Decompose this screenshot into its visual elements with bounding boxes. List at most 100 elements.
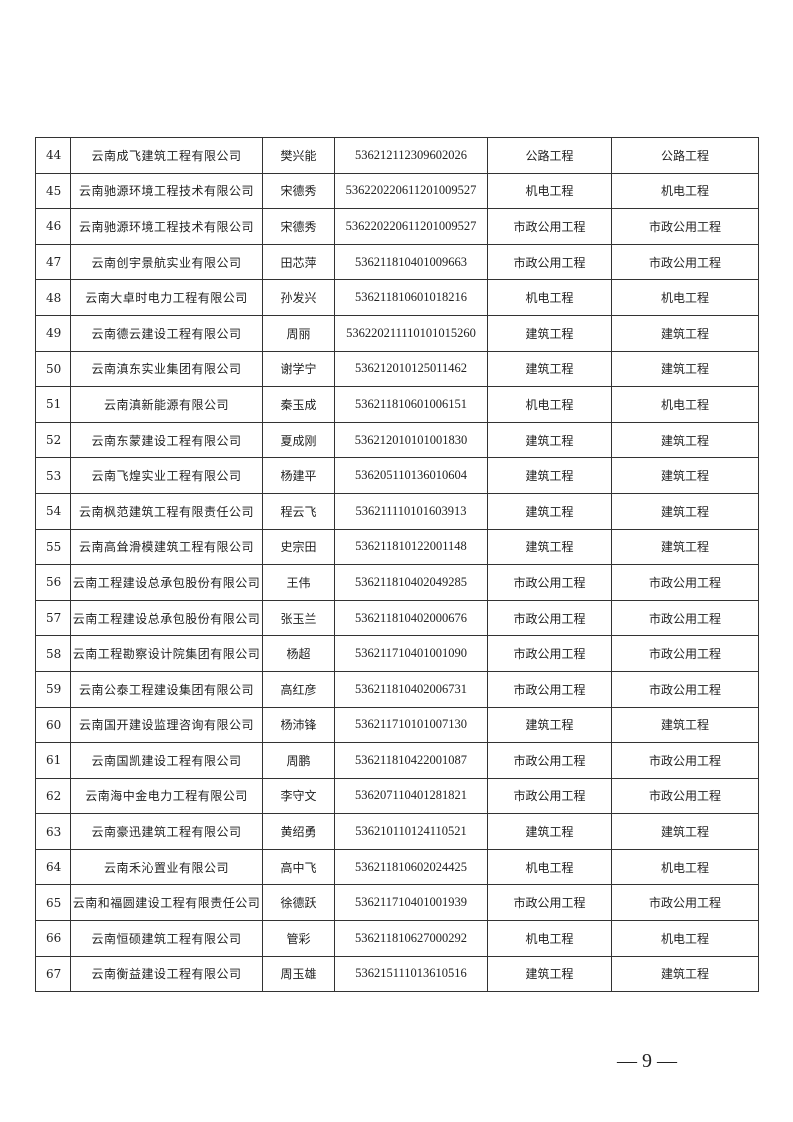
person-name-cell: 樊兴能	[262, 137, 335, 174]
category-cell: 建筑工程	[487, 350, 612, 388]
category-confirmed-cell: 市政公用工程	[611, 208, 759, 245]
category-confirmed-cell: 公路工程	[611, 137, 759, 174]
company-name-cell: 云南豪迅建筑工程有限公司	[70, 813, 263, 850]
person-name-cell: 田芯萍	[262, 243, 335, 281]
category-confirmed-cell: 市政公用工程	[611, 635, 759, 672]
category-cell: 市政公用工程	[487, 243, 612, 281]
table-row: 66 云南恒硕建筑工程有限公司 管彩 536211810627000292 机电工程 机电…	[35, 920, 759, 957]
registration-id-cell: 536220211110101015260	[334, 314, 488, 352]
row-number-cell: 54	[35, 492, 71, 530]
category-cell: 建筑工程	[487, 528, 612, 566]
category-cell: 机电工程	[487, 386, 612, 423]
category-cell: 公路工程	[487, 137, 612, 174]
person-name-cell: 史宗田	[262, 528, 335, 566]
person-name-cell: 杨超	[262, 635, 335, 672]
registration-id-cell: 536205110136010604	[334, 457, 488, 494]
person-name-cell: 杨建平	[262, 457, 335, 494]
category-confirmed-cell: 建筑工程	[611, 457, 759, 494]
category-confirmed-cell: 机电工程	[611, 172, 759, 210]
row-number-cell: 52	[35, 421, 71, 459]
row-number-cell: 56	[35, 564, 71, 601]
person-name-cell: 孙发兴	[262, 279, 335, 316]
registration-id-cell: 536212010125011462	[334, 350, 488, 388]
category-confirmed-cell: 市政公用工程	[611, 742, 759, 779]
person-name-cell: 管彩	[262, 920, 335, 957]
category-cell: 市政公用工程	[487, 599, 612, 637]
table-row: 59 云南公泰工程建设集团有限公司 高红彦 536211810402006731 市政公…	[35, 670, 759, 708]
row-number-cell: 67	[35, 955, 71, 993]
registration-id-cell: 536220220611201009527	[334, 172, 488, 210]
table-row: 65 云南和福圆建设工程有限责任公司 徐德跃 536211710401001939 市政…	[35, 884, 759, 922]
company-name-cell: 云南大卓时电力工程有限公司	[70, 279, 263, 316]
registration-id-cell: 536211810602024425	[334, 848, 488, 886]
category-confirmed-cell: 市政公用工程	[611, 599, 759, 637]
company-name-cell: 云南滇东实业集团有限公司	[70, 350, 263, 388]
company-name-cell: 云南和福圆建设工程有限责任公司	[70, 884, 263, 922]
registration-id-cell: 536211810627000292	[334, 920, 488, 957]
table-row: 53 云南飞煌实业工程有限公司 杨建平 536205110136010604 建筑工程建…	[35, 457, 759, 494]
table-row: 44 云南成飞建筑工程有限公司 樊兴能 536212112309602026 公路工程公…	[35, 137, 759, 174]
registration-id-cell: 536211810402000676	[334, 599, 488, 637]
row-number-cell: 63	[35, 813, 71, 850]
table-row: 62 云南海中金电力工程有限公司 李守文 536207110401281821 市政公用…	[35, 777, 759, 815]
category-confirmed-cell: 市政公用工程	[611, 777, 759, 815]
row-number-cell: 60	[35, 706, 71, 744]
table-row: 48 云南大卓时电力工程有限公司 孙发兴 536211810601018216 机电工程…	[35, 279, 759, 316]
registration-id-cell: 536211810601006151	[334, 386, 488, 423]
company-name-cell: 云南驰源环境工程技术有限公司	[70, 172, 263, 210]
company-name-cell: 云南工程建设总承包股份有限公司	[70, 599, 263, 637]
person-name-cell: 宋德秀	[262, 208, 335, 245]
table-row: 58 云南工程勘察设计院集团有限公司 杨超 536211710401001090 市政公…	[35, 635, 759, 672]
person-name-cell: 黄绍勇	[262, 813, 335, 850]
row-number-cell: 45	[35, 172, 71, 210]
registration-id-cell: 536211710401001939	[334, 884, 488, 922]
category-cell: 机电工程	[487, 848, 612, 886]
registration-id-cell: 536220220611201009527	[334, 208, 488, 245]
registration-id-cell: 536211810122001148	[334, 528, 488, 566]
row-number-cell: 46	[35, 208, 71, 245]
category-confirmed-cell: 市政公用工程	[611, 884, 759, 922]
registration-id-cell: 536211110101603913	[334, 492, 488, 530]
category-cell: 市政公用工程	[487, 670, 612, 708]
registration-id-cell: 536211710401001090	[334, 635, 488, 672]
company-name-cell: 云南国凯建设工程有限公司	[70, 742, 263, 779]
table-row: 54 云南枫范建筑工程有限责任公司 程云飞 536211110101603913 建筑工…	[35, 492, 759, 530]
table-row: 57 云南工程建设总承包股份有限公司 张玉兰 536211810402000676 市政…	[35, 599, 759, 637]
registration-id-cell: 536211810402049285	[334, 564, 488, 601]
category-cell: 市政公用工程	[487, 742, 612, 779]
category-confirmed-cell: 建筑工程	[611, 528, 759, 566]
registration-id-cell: 536212010101001830	[334, 421, 488, 459]
person-name-cell: 宋德秀	[262, 172, 335, 210]
person-name-cell: 周丽	[262, 314, 335, 352]
table-row: 52 云南东蒙建设工程有限公司 夏成刚 536212010101001830 建筑工程建…	[35, 421, 759, 459]
person-name-cell: 高红彦	[262, 670, 335, 708]
company-name-cell: 云南国开建设监理咨询有限公司	[70, 706, 263, 744]
company-name-cell: 云南恒硕建筑工程有限公司	[70, 920, 263, 957]
company-name-cell: 云南成飞建筑工程有限公司	[70, 137, 263, 174]
row-number-cell: 58	[35, 635, 71, 672]
registration-id-cell: 536207110401281821	[334, 777, 488, 815]
table-row: 55 云南高耸滑模建筑工程有限公司 史宗田 536211810122001148 建筑工…	[35, 528, 759, 566]
category-cell: 市政公用工程	[487, 884, 612, 922]
person-name-cell: 杨沛锋	[262, 706, 335, 744]
category-cell: 市政公用工程	[487, 208, 612, 245]
category-cell: 市政公用工程	[487, 635, 612, 672]
category-cell: 市政公用工程	[487, 564, 612, 601]
category-cell: 机电工程	[487, 279, 612, 316]
company-name-cell: 云南东蒙建设工程有限公司	[70, 421, 263, 459]
page-number: — 9 —	[617, 1050, 677, 1072]
registration-id-cell: 536211710101007130	[334, 706, 488, 744]
category-cell: 机电工程	[487, 920, 612, 957]
category-confirmed-cell: 建筑工程	[611, 350, 759, 388]
row-number-cell: 47	[35, 243, 71, 281]
registration-id-cell: 536210110124110521	[334, 813, 488, 850]
category-cell: 市政公用工程	[487, 777, 612, 815]
row-number-cell: 55	[35, 528, 71, 566]
person-name-cell: 谢学宁	[262, 350, 335, 388]
table-row: 45 云南驰源环境工程技术有限公司 宋德秀 536220220611201009527…	[35, 172, 759, 210]
registration-id-cell: 536211810422001087	[334, 742, 488, 779]
company-name-cell: 云南工程勘察设计院集团有限公司	[70, 635, 263, 672]
company-name-cell: 云南创宇景航实业有限公司	[70, 243, 263, 281]
category-cell: 建筑工程	[487, 457, 612, 494]
row-number-cell: 61	[35, 742, 71, 779]
